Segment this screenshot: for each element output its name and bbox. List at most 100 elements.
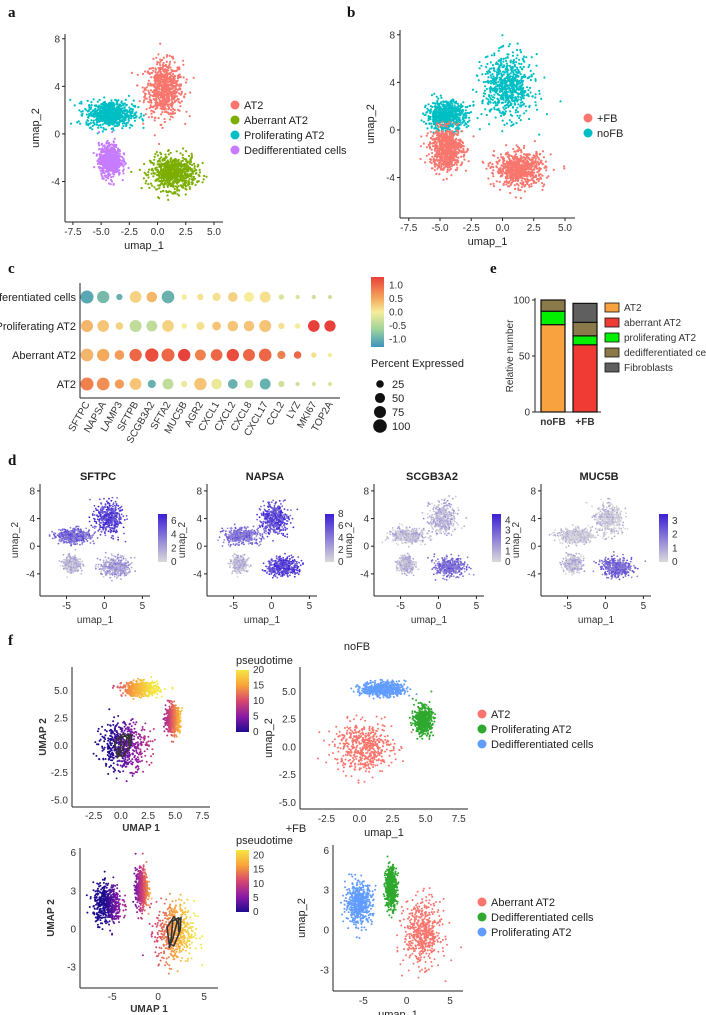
cell-point <box>498 170 501 173</box>
cell-point <box>167 108 170 111</box>
cell-point <box>502 183 505 186</box>
cell-point <box>106 116 109 119</box>
cell-point <box>544 160 548 163</box>
cell-point <box>184 179 188 182</box>
cell-point <box>112 113 115 116</box>
cell-point <box>146 70 150 73</box>
cell-point <box>149 89 152 92</box>
cell-point <box>179 87 182 90</box>
cell-point <box>178 66 181 69</box>
cell-point <box>457 116 460 119</box>
cell-point <box>528 75 531 78</box>
cell-point <box>115 116 118 119</box>
cell-point <box>498 59 501 62</box>
cell-point <box>437 107 440 110</box>
cell-point <box>161 92 164 95</box>
cell-point <box>150 71 153 74</box>
cell-point <box>155 56 158 59</box>
cell-point <box>150 83 153 86</box>
cell-point <box>178 73 181 76</box>
cell-point <box>166 167 169 170</box>
cell-point <box>451 114 454 117</box>
cell-point <box>506 177 510 180</box>
cell-point <box>508 86 511 89</box>
cell-point <box>190 156 193 159</box>
cell-point <box>100 126 103 129</box>
cell-point <box>176 193 179 196</box>
cell-point <box>513 187 517 190</box>
cell-point <box>461 121 464 124</box>
cell-point <box>516 68 519 71</box>
cell-point <box>518 87 521 91</box>
cell-point <box>436 102 439 106</box>
cell-point <box>504 110 507 113</box>
cell-point <box>482 161 485 164</box>
cell-point <box>490 54 493 57</box>
cell-point <box>157 70 160 73</box>
cell-point <box>185 170 188 173</box>
cell-point <box>434 110 437 113</box>
cell-point <box>524 90 527 93</box>
cell-point <box>172 73 175 76</box>
cell-point <box>193 165 196 168</box>
cell-point <box>154 77 157 80</box>
cell-point <box>498 101 501 104</box>
cell-point <box>519 51 523 54</box>
cell-point <box>485 113 488 117</box>
cell-point <box>505 93 509 96</box>
cell-point <box>442 113 445 116</box>
cell-point <box>152 175 155 178</box>
cell-point <box>495 88 498 91</box>
cell-point <box>507 99 510 102</box>
cell-point <box>442 117 445 120</box>
cell-point <box>519 196 523 200</box>
cell-point <box>155 98 158 101</box>
cell-point <box>506 155 509 158</box>
cell-point <box>169 108 173 111</box>
cell-point <box>167 84 170 87</box>
cell-point <box>476 117 479 120</box>
cell-point <box>103 96 106 99</box>
cell-point <box>97 148 101 151</box>
cell-point <box>192 162 196 165</box>
cell-point <box>487 177 490 180</box>
cell-point <box>100 111 103 114</box>
cell-point <box>168 190 171 193</box>
cell-point <box>530 161 533 165</box>
cell-point <box>187 179 190 182</box>
cell-point <box>151 167 154 170</box>
cell-point <box>520 170 523 173</box>
panel-a-umap-clusters: -7.5 -5.0 -2.5 0.0 2.5 5.0-4048umap_1umap_2AT… <box>30 34 347 252</box>
cell-point <box>201 181 204 184</box>
cell-point <box>497 93 500 96</box>
cell-point <box>90 113 93 116</box>
cell-point <box>522 102 526 105</box>
cell-point <box>505 153 508 156</box>
cell-point <box>163 95 166 98</box>
cell-point <box>141 86 144 89</box>
cell-point <box>195 171 198 175</box>
cell-point <box>166 101 169 104</box>
cell-point <box>508 185 511 188</box>
cell-point <box>173 188 176 191</box>
cell-point <box>517 187 520 190</box>
cell-point <box>176 79 179 82</box>
cell-point <box>97 124 100 127</box>
cell-point <box>478 67 481 70</box>
cell-point <box>522 57 525 60</box>
cell-point <box>430 125 433 128</box>
cell-point <box>489 96 492 99</box>
cell-point <box>163 73 166 77</box>
cell-point <box>162 178 166 181</box>
cell-point <box>433 92 436 95</box>
cell-point <box>111 180 114 183</box>
cell-point <box>158 157 161 160</box>
cell-point <box>487 164 490 167</box>
cell-point <box>519 154 522 157</box>
cell-point <box>464 109 467 112</box>
cell-point <box>95 105 98 108</box>
x-tick-label: -2.5 <box>121 227 139 238</box>
cell-point <box>187 182 190 185</box>
cell-point <box>495 71 498 74</box>
cell-point <box>444 107 447 110</box>
